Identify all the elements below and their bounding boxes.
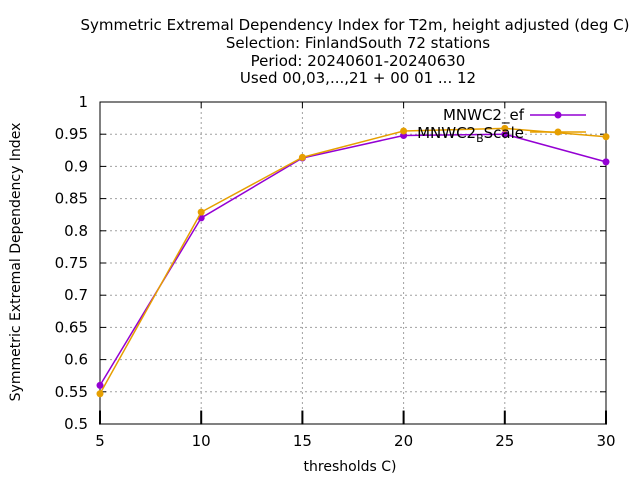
x-tick-label: 15 — [293, 432, 312, 450]
y-tick-label: 1 — [78, 93, 88, 111]
title-line-4: Used 00,03,...,21 + 00 01 ... 12 — [240, 69, 476, 87]
y-tick-label: 0.75 — [55, 254, 88, 272]
data-point-series-2 — [96, 390, 104, 398]
y-tick-label: 0.55 — [55, 383, 88, 401]
x-tick-label: 30 — [596, 432, 615, 450]
data-point-series-2 — [501, 124, 509, 132]
grid — [100, 102, 606, 424]
legend-marker-series-2 — [554, 128, 562, 136]
series-line-2 — [99, 127, 607, 395]
title-line-1: Symmetric Extremal Dependency Index for … — [80, 16, 629, 34]
y-tick-label: 0.85 — [55, 190, 88, 208]
x-tick-label: 10 — [192, 432, 211, 450]
x-tick-label: 20 — [394, 432, 413, 450]
x-axis-label: thresholds C) — [304, 459, 397, 475]
data-point-series-1 — [96, 381, 104, 389]
title-line-3: Period: 20240601-20240630 — [251, 52, 466, 70]
legend-label-series-1: MNWC2_ef — [443, 106, 525, 125]
legend: MNWC2_ef MNWC2BScale — [417, 106, 586, 145]
data-point-series-2 — [197, 208, 205, 216]
x-tick-label: 5 — [95, 432, 105, 450]
data-point-series-2 — [400, 127, 408, 135]
x-tick-label: 25 — [495, 432, 514, 450]
data-point-series-1 — [602, 158, 610, 166]
y-tick-label: 0.8 — [64, 222, 88, 240]
chart-title: Symmetric Extremal Dependency Index for … — [80, 16, 629, 87]
y-tick-label: 0.9 — [64, 157, 88, 175]
data-point-series-1 — [501, 130, 509, 138]
legend-marker-series-1 — [554, 111, 562, 119]
series-layer — [96, 124, 610, 398]
legend-label-series-2: MNWC2BScale — [417, 124, 524, 145]
data-point-series-2 — [602, 133, 610, 141]
legend-label-series-2-tail: Scale — [484, 124, 524, 142]
y-tick-label: 0.5 — [64, 415, 88, 433]
title-line-2: Selection: FinlandSouth 72 stations — [226, 34, 490, 52]
threshold-markers — [99, 410, 607, 425]
legend-label-series-2-sub: B — [476, 132, 484, 145]
tick-labels: 5 10 15 20 25 30 0.5 0.55 0.6 0.65 0.7 0.75 0.8 0.85 0… — [55, 93, 616, 450]
plot-frame — [99, 101, 607, 425]
y-tick-label: 0.6 — [64, 351, 88, 369]
y-tick-label: 0.65 — [55, 318, 88, 336]
series-line-1 — [99, 133, 607, 386]
y-tick-label: 0.7 — [64, 286, 88, 304]
y-tick-label: 0.95 — [55, 125, 88, 143]
data-point-series-2 — [298, 153, 306, 161]
y-axis-label: Symmetric Extremal Dependency Index — [8, 123, 24, 402]
legend-label-series-2-main: MNWC2 — [417, 124, 476, 142]
